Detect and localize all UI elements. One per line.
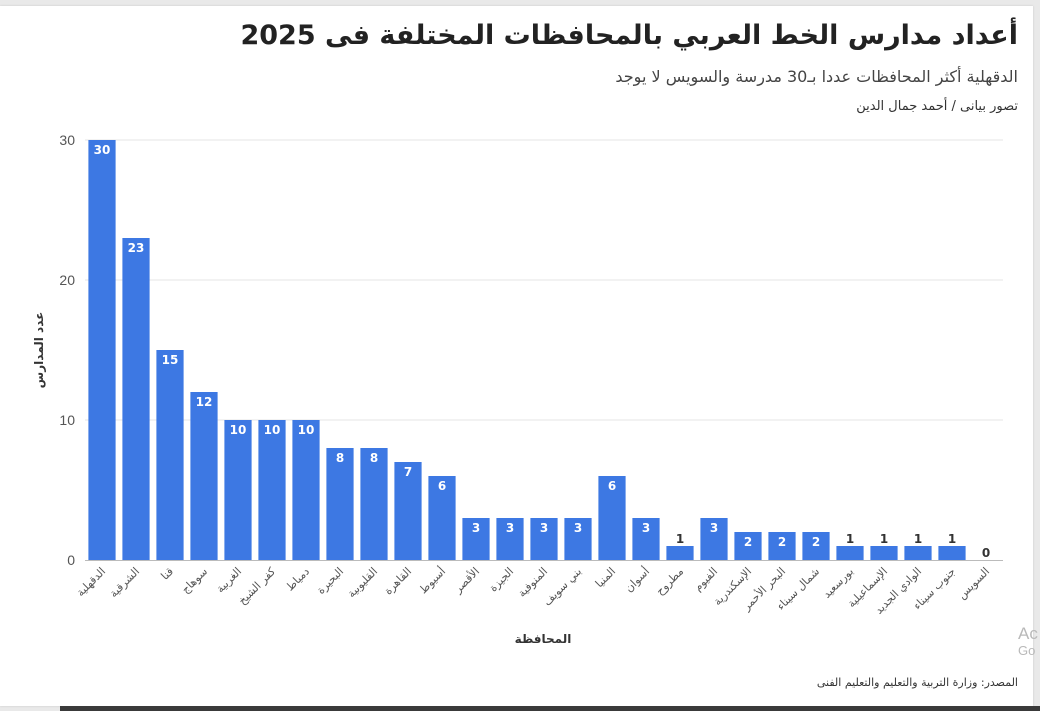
watermark-line-1: Ac xyxy=(1018,624,1038,643)
y-tick-label: 10 xyxy=(59,412,75,428)
bar[interactable] xyxy=(292,420,320,560)
bar[interactable] xyxy=(496,518,524,560)
data-label: 30 xyxy=(94,143,111,157)
bar[interactable] xyxy=(836,546,864,560)
bar[interactable] xyxy=(700,518,728,560)
data-label: 10 xyxy=(230,423,247,437)
data-label: 0 xyxy=(982,546,990,560)
data-label: 3 xyxy=(710,521,718,535)
watermark-line-2: Go xyxy=(1018,642,1036,658)
x-tick-label: القليوبية xyxy=(345,565,380,600)
data-label: 3 xyxy=(472,521,480,535)
x-tick-label: الدقهلية xyxy=(74,565,108,599)
x-tick-label: دمياط xyxy=(283,565,312,594)
data-label: 1 xyxy=(846,532,854,546)
data-label: 1 xyxy=(914,532,922,546)
y-tick-label: 0 xyxy=(67,552,75,568)
bar[interactable] xyxy=(802,532,830,560)
x-tick-label: الجيزة xyxy=(487,565,516,594)
x-tick-label: الشرقية xyxy=(107,565,142,600)
x-tick-label: الفيوم xyxy=(691,565,720,594)
chart-subtitle: الدقهلية أكثر المحافظات عددا بـ30 مدرسة … xyxy=(615,67,1018,86)
x-tick-label: الغربية xyxy=(214,565,244,595)
data-label: 2 xyxy=(778,535,786,549)
bar[interactable] xyxy=(734,532,762,560)
window-bottom-edge xyxy=(60,706,1040,711)
bar[interactable] xyxy=(904,546,932,560)
bar[interactable] xyxy=(156,350,184,560)
bar[interactable] xyxy=(768,532,796,560)
bar[interactable] xyxy=(326,448,354,560)
bar[interactable] xyxy=(394,462,422,560)
data-label: 10 xyxy=(298,423,315,437)
bar[interactable] xyxy=(224,420,252,560)
bar[interactable] xyxy=(530,518,558,560)
bar[interactable] xyxy=(360,448,388,560)
data-label: 6 xyxy=(438,479,446,493)
y-tick-label: 30 xyxy=(59,132,75,148)
data-label: 12 xyxy=(196,395,213,409)
source-note: المصدر: وزارة التربية والتعليم والتعليم … xyxy=(816,676,1018,689)
x-tick-label: المنيا xyxy=(593,565,618,590)
data-label: 6 xyxy=(608,479,616,493)
chart-title: أعداد مدارس الخط العربي بالمحافظات المخت… xyxy=(240,20,1018,51)
data-label: 15 xyxy=(162,353,179,367)
x-tick-label: أسوان xyxy=(622,564,652,594)
data-label: 1 xyxy=(676,532,684,546)
bar[interactable] xyxy=(632,518,660,560)
bar[interactable] xyxy=(122,238,150,560)
data-label: 1 xyxy=(948,532,956,546)
data-label: 3 xyxy=(574,521,582,535)
bar[interactable] xyxy=(462,518,490,560)
data-label: 1 xyxy=(880,532,888,546)
data-label: 3 xyxy=(642,521,650,535)
data-label: 3 xyxy=(540,521,548,535)
bars xyxy=(88,140,966,560)
x-tick-label: قنا xyxy=(158,565,176,583)
bar[interactable] xyxy=(938,546,966,560)
bar[interactable] xyxy=(428,476,456,560)
bar[interactable] xyxy=(598,476,626,560)
data-label: 10 xyxy=(264,423,281,437)
x-tick-label: البحيرة xyxy=(314,565,346,597)
data-label: 2 xyxy=(744,535,752,549)
x-tick-label: القاهرة xyxy=(382,565,415,598)
x-axis-label: المحافظة xyxy=(515,632,572,646)
bar[interactable] xyxy=(190,392,218,560)
x-tick-label: سوهاج xyxy=(179,565,210,596)
data-label: 3 xyxy=(506,521,514,535)
y-axis-ticks: 0 10 20 30 xyxy=(59,132,75,568)
data-label: 23 xyxy=(128,241,145,255)
x-tick-label: أسيوط xyxy=(416,564,448,596)
x-tick-label: كفر الشيخ xyxy=(236,564,279,607)
activate-windows-watermark: Ac Go xyxy=(1018,624,1038,658)
data-label: 7 xyxy=(404,465,412,479)
bar[interactable] xyxy=(666,546,694,560)
bar[interactable] xyxy=(564,518,592,560)
y-axis-label: عدد المدارس xyxy=(32,312,46,389)
bar[interactable] xyxy=(258,420,286,560)
x-tick-label: مطروح xyxy=(653,565,686,598)
data-label: 8 xyxy=(336,451,344,465)
bar[interactable] xyxy=(870,546,898,560)
data-label: 8 xyxy=(370,451,378,465)
chart-credit: تصور بيانى / أحمد جمال الدين xyxy=(856,99,1018,114)
data-label: 2 xyxy=(812,535,820,549)
x-tick-label: الأقصر xyxy=(450,564,482,596)
y-tick-label: 20 xyxy=(59,272,75,288)
x-tick-label: السويس xyxy=(955,565,992,602)
gridlines xyxy=(85,139,1003,421)
bar[interactable] xyxy=(88,140,116,560)
